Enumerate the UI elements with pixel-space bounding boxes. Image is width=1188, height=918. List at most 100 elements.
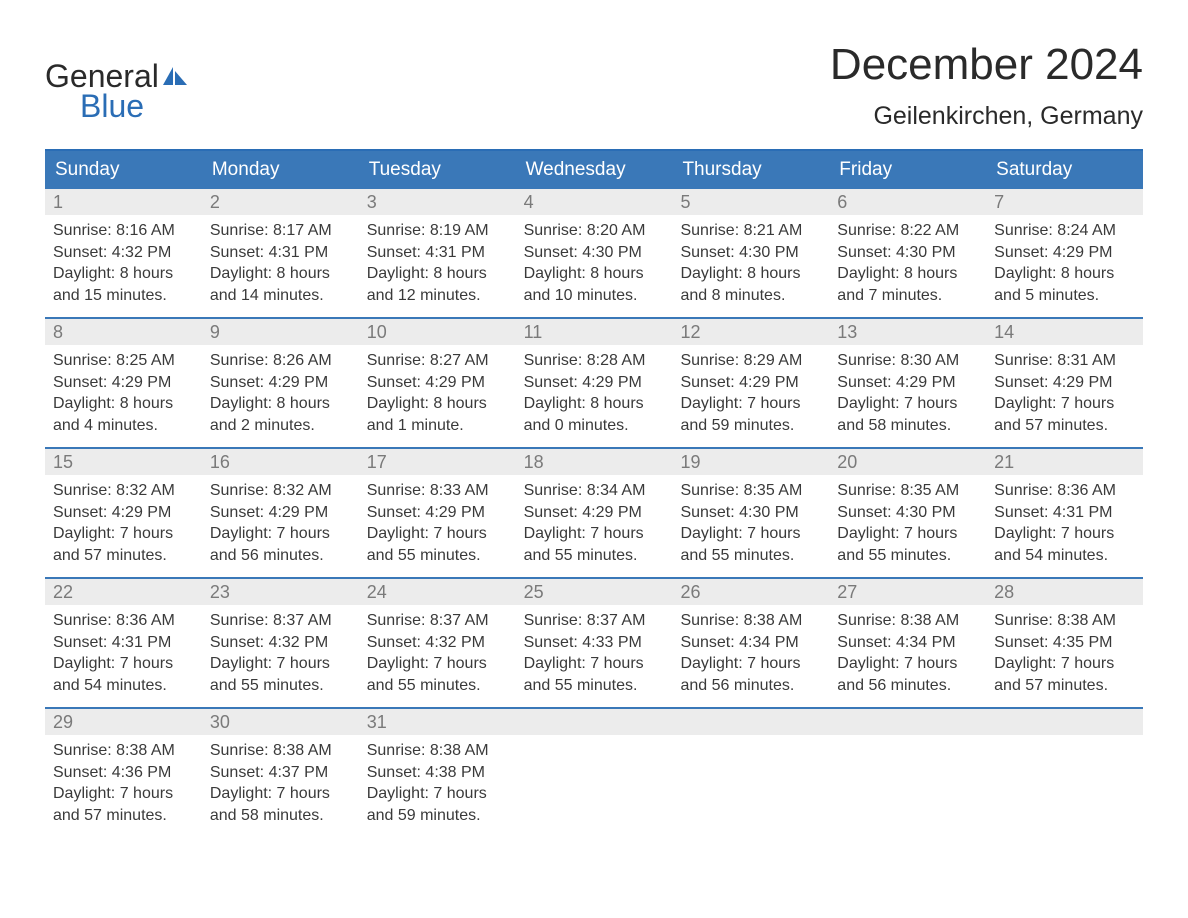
daylight-text: Daylight: 8 hours and 5 minutes. (994, 263, 1135, 306)
sunrise-text: Sunrise: 8:36 AM (994, 480, 1135, 502)
sunrise-text: Sunrise: 8:21 AM (680, 220, 821, 242)
day-number-row: 18 (516, 449, 673, 475)
calendar-day-cell: 8Sunrise: 8:25 AMSunset: 4:29 PMDaylight… (45, 319, 202, 447)
daylight-text: Daylight: 7 hours and 55 minutes. (367, 523, 508, 566)
sunrise-text: Sunrise: 8:37 AM (210, 610, 351, 632)
day-number: 5 (680, 192, 690, 212)
day-header: Saturday (986, 151, 1143, 189)
sunrise-text: Sunrise: 8:38 AM (680, 610, 821, 632)
sunset-text: Sunset: 4:31 PM (53, 632, 194, 654)
calendar-day-cell: 17 Sunrise: 8:33 AMSunset: 4:29 PMDayligh… (359, 449, 516, 577)
sunset-text: Sunset: 4:32 PM (367, 632, 508, 654)
daylight-text: Daylight: 8 hours and 4 minutes. (53, 393, 194, 436)
sunrise-text: Sunrise: 8:32 AM (210, 480, 351, 502)
page-header: General Blue December 2024 Geilenkirchen… (45, 40, 1143, 131)
calendar-day-cell: 30Sunrise: 8:38 AMSunset: 4:37 PMDayligh… (202, 709, 359, 837)
calendar-day-cell: 1Sunrise: 8:16 AMSunset: 4:32 PMDaylight… (45, 189, 202, 317)
day-number: 4 (524, 192, 534, 212)
day-content: Sunrise: 8:30 AMSunset: 4:29 PMDaylight:… (829, 345, 986, 444)
calendar-day-cell: 24Sunrise: 8:37 AMSunset: 4:32 PMDayligh… (359, 579, 516, 707)
day-content: Sunrise: 8:34 AMSunset: 4:29 PMDaylight:… (516, 475, 673, 574)
sunset-text: Sunset: 4:31 PM (367, 242, 508, 264)
logo: General Blue (45, 40, 189, 122)
day-content: Sunrise: 8:36 AMSunset: 4:31 PMDaylight:… (986, 475, 1143, 574)
daylight-text: Daylight: 7 hours and 59 minutes. (367, 783, 508, 826)
calendar-day-cell (672, 709, 829, 837)
day-content: Sunrise: 8:26 AMSunset: 4:29 PMDaylight:… (202, 345, 359, 444)
day-number-row: 26 (672, 579, 829, 605)
day-number: 15 (53, 452, 73, 472)
calendar-day-cell: 4Sunrise: 8:20 AMSunset: 4:30 PMDaylight… (516, 189, 673, 317)
day-number: 17 (367, 452, 387, 472)
day-number: 2 (210, 192, 220, 212)
daylight-text: Daylight: 7 hours and 54 minutes. (53, 653, 194, 696)
sunrise-text: Sunrise: 8:32 AM (53, 480, 194, 502)
sunrise-text: Sunrise: 8:19 AM (367, 220, 508, 242)
day-number: 14 (994, 322, 1014, 342)
day-number: 26 (680, 582, 700, 602)
day-header: Thursday (672, 151, 829, 189)
day-number-row: 28 (986, 579, 1143, 605)
daylight-text: Daylight: 8 hours and 12 minutes. (367, 263, 508, 306)
day-number-row: 29 (45, 709, 202, 735)
day-number-row: 5 (672, 189, 829, 215)
daylight-text: Daylight: 8 hours and 10 minutes. (524, 263, 665, 306)
sunrise-text: Sunrise: 8:29 AM (680, 350, 821, 372)
calendar-day-cell: 26Sunrise: 8:38 AMSunset: 4:34 PMDayligh… (672, 579, 829, 707)
calendar-body: 1Sunrise: 8:16 AMSunset: 4:32 PMDaylight… (45, 189, 1143, 837)
calendar-day-cell: 28Sunrise: 8:38 AMSunset: 4:35 PMDayligh… (986, 579, 1143, 707)
day-number-row: 17 (359, 449, 516, 475)
calendar-day-cell: 3 Sunrise: 8:19 AMSunset: 4:31 PMDaylight… (359, 189, 516, 317)
daylight-text: Daylight: 8 hours and 8 minutes. (680, 263, 821, 306)
sunrise-text: Sunrise: 8:25 AM (53, 350, 194, 372)
day-number-row: 27 (829, 579, 986, 605)
day-content: Sunrise: 8:16 AMSunset: 4:32 PMDaylight:… (45, 215, 202, 314)
calendar-header-row: SundayMondayTuesdayWednesdayThursdayFrid… (45, 149, 1143, 189)
sunset-text: Sunset: 4:29 PM (524, 372, 665, 394)
sunrise-text: Sunrise: 8:35 AM (680, 480, 821, 502)
page-title: December 2024 (830, 40, 1143, 90)
day-content: Sunrise: 8:33 AMSunset: 4:29 PMDaylight:… (359, 475, 516, 574)
calendar-day-cell: 29 Sunrise: 8:38 AMSunset: 4:36 PMDayligh… (45, 709, 202, 837)
day-content: Sunrise: 8:38 AMSunset: 4:36 PMDaylight:… (45, 735, 202, 834)
sunrise-text: Sunrise: 8:27 AM (367, 350, 508, 372)
calendar-day-cell: 27Sunrise: 8:38 AMSunset: 4:34 PMDayligh… (829, 579, 986, 707)
day-number: 21 (994, 452, 1014, 472)
day-number: 22 (53, 582, 73, 602)
calendar: SundayMondayTuesdayWednesdayThursdayFrid… (45, 149, 1143, 837)
sunset-text: Sunset: 4:29 PM (994, 372, 1135, 394)
calendar-day-cell: 23Sunrise: 8:37 AMSunset: 4:32 PMDayligh… (202, 579, 359, 707)
day-number: 27 (837, 582, 857, 602)
day-number-row: 13 (829, 319, 986, 345)
day-number-row: 14 (986, 319, 1143, 345)
calendar-day-cell: 7Sunrise: 8:24 AMSunset: 4:29 PMDaylight… (986, 189, 1143, 317)
day-number: 25 (524, 582, 544, 602)
day-number: 10 (367, 322, 387, 342)
day-number-row: 15 (45, 449, 202, 475)
day-number-row (516, 709, 673, 735)
calendar-day-cell: 15Sunrise: 8:32 AMSunset: 4:29 PMDayligh… (45, 449, 202, 577)
sunrise-text: Sunrise: 8:33 AM (367, 480, 508, 502)
sunrise-text: Sunrise: 8:36 AM (53, 610, 194, 632)
calendar-day-cell: 16Sunrise: 8:32 AMSunset: 4:29 PMDayligh… (202, 449, 359, 577)
day-number: 18 (524, 452, 544, 472)
daylight-text: Daylight: 7 hours and 54 minutes. (994, 523, 1135, 566)
daylight-text: Daylight: 7 hours and 57 minutes. (994, 393, 1135, 436)
sunrise-text: Sunrise: 8:26 AM (210, 350, 351, 372)
sunset-text: Sunset: 4:29 PM (210, 372, 351, 394)
sunrise-text: Sunrise: 8:37 AM (524, 610, 665, 632)
day-number-row: 19 (672, 449, 829, 475)
day-content: Sunrise: 8:28 AMSunset: 4:29 PMDaylight:… (516, 345, 673, 444)
calendar-day-cell: 9 Sunrise: 8:26 AMSunset: 4:29 PMDaylight… (202, 319, 359, 447)
calendar-day-cell: 20Sunrise: 8:35 AMSunset: 4:30 PMDayligh… (829, 449, 986, 577)
day-number: 29 (53, 712, 73, 732)
day-content: Sunrise: 8:38 AMSunset: 4:38 PMDaylight:… (359, 735, 516, 834)
day-number: 9 (210, 322, 220, 342)
daylight-text: Daylight: 8 hours and 2 minutes. (210, 393, 351, 436)
day-number: 3 (367, 192, 377, 212)
sunset-text: Sunset: 4:31 PM (994, 502, 1135, 524)
day-number-row: 22 (45, 579, 202, 605)
day-number-row: 21 (986, 449, 1143, 475)
sunrise-text: Sunrise: 8:24 AM (994, 220, 1135, 242)
day-number: 30 (210, 712, 230, 732)
